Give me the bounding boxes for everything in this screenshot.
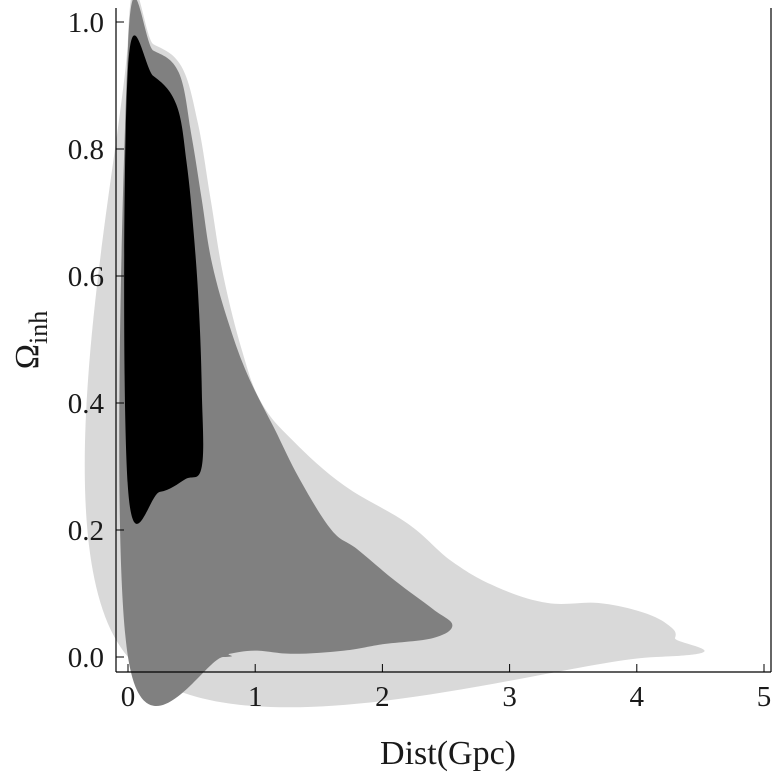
middle-confidence-region bbox=[119, 0, 453, 706]
contour-regions bbox=[84, 0, 705, 708]
x-axis-title: Dist(Gpc) bbox=[380, 735, 516, 772]
y-tick-label: 1.0 bbox=[68, 7, 104, 39]
y-tick-label: 0.2 bbox=[68, 515, 104, 547]
x-tick-label: 2 bbox=[375, 681, 390, 713]
y-tick-label: 0.0 bbox=[68, 642, 104, 674]
x-tick-labels: 0 1 2 3 4 5 bbox=[121, 681, 772, 713]
y-axis-title-group: Ωinh bbox=[9, 311, 53, 370]
y-tick-label: 0.8 bbox=[68, 134, 104, 166]
y-tick-label: 0.4 bbox=[68, 388, 105, 420]
y-tick-labels: 0.0 0.2 0.4 0.6 0.8 1.0 bbox=[68, 7, 105, 674]
x-tick-label: 5 bbox=[757, 681, 772, 713]
x-tick-label: 3 bbox=[502, 681, 517, 713]
y-axis-title: Ω bbox=[9, 344, 46, 369]
svg-text:Ωinh: Ωinh bbox=[9, 311, 53, 370]
x-tick-label: 1 bbox=[248, 681, 263, 713]
inner-confidence-region bbox=[124, 35, 204, 524]
y-tick-label: 0.6 bbox=[68, 261, 104, 293]
y-axis-title-subscript: inh bbox=[24, 311, 53, 344]
axes bbox=[115, 8, 772, 673]
x-tick-label: 0 bbox=[121, 681, 136, 713]
x-tick-label: 4 bbox=[630, 681, 645, 713]
tick-marks bbox=[116, 21, 765, 672]
